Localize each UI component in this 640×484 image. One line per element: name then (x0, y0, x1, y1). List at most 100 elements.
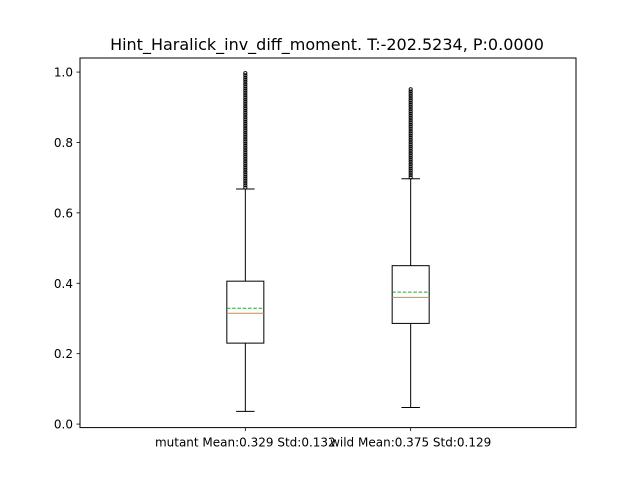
outlier-point (243, 71, 248, 76)
outlier-point (243, 86, 248, 91)
outlier-point (243, 161, 248, 166)
y-tick-label: 0.6 (54, 206, 73, 220)
outlier-point (408, 148, 413, 153)
outlier-point (408, 124, 413, 129)
outlier-point (243, 134, 248, 139)
outlier-point (243, 132, 248, 137)
outlier-point (408, 89, 413, 94)
outlier-point (408, 111, 413, 116)
y-tick-label: 0.2 (54, 347, 73, 361)
outlier-point (243, 167, 248, 172)
outlier-point (408, 146, 413, 151)
y-axis: 0.0 0.2 0.4 0.6 0.8 1.0 (54, 66, 80, 432)
outlier-point (408, 91, 413, 96)
outlier-point (243, 163, 248, 168)
outlier-point (408, 113, 413, 118)
outlier-point (408, 109, 413, 114)
box-iqr (391, 265, 430, 324)
plot-frame (79, 57, 577, 429)
outlier-point (408, 102, 413, 107)
outlier-point (243, 137, 248, 142)
outlier-point (243, 110, 248, 115)
box-group-1 (391, 87, 430, 409)
outlier-point (408, 98, 413, 103)
outlier-point (408, 126, 413, 131)
outlier-point (408, 135, 413, 140)
outlier-point (243, 145, 248, 150)
outlier-point (243, 176, 248, 181)
outlier-point (408, 115, 413, 120)
plot-content (226, 71, 430, 412)
outlier-point (243, 154, 248, 159)
outlier-point (243, 148, 248, 153)
outlier-point (408, 120, 413, 125)
outlier-point (243, 181, 248, 186)
outlier-point (243, 90, 248, 95)
outlier-point (243, 77, 248, 82)
box-iqr (226, 280, 265, 344)
outlier-point (408, 144, 413, 149)
outlier-point (243, 115, 248, 120)
outlier-point (243, 95, 248, 100)
outlier-point (408, 131, 413, 136)
outlier-point (408, 162, 413, 167)
outlier-point (243, 159, 248, 164)
outlier-point (408, 153, 413, 158)
outlier-point (243, 130, 248, 135)
outlier-point (243, 156, 248, 161)
outlier-point (408, 173, 413, 178)
outlier-point (408, 104, 413, 109)
outlier-point (243, 104, 248, 109)
outlier-point (408, 168, 413, 173)
outlier-point (243, 84, 248, 89)
outlier-point (243, 152, 248, 157)
outlier-point (243, 73, 248, 78)
outlier-point (243, 108, 248, 113)
outlier-point (408, 122, 413, 127)
outlier-point (408, 142, 413, 147)
outlier-point (243, 112, 248, 117)
outlier-point (243, 117, 248, 122)
x-tick-label: wild Mean:0.375 Std:0.129 (330, 436, 491, 450)
y-tick-label: 0.8 (54, 136, 73, 150)
outlier-point (408, 164, 413, 169)
outlier-point (408, 159, 413, 164)
outlier-point (243, 126, 248, 131)
outlier-point (408, 100, 413, 105)
outlier-point (408, 170, 413, 175)
outlier-point (243, 82, 248, 87)
outlier-point (243, 88, 248, 93)
outlier-point (243, 101, 248, 106)
outlier-point (408, 129, 413, 134)
chart-title: Hint_Haralick_inv_diff_moment. T:-202.52… (110, 35, 544, 55)
outlier-point (243, 123, 248, 128)
outlier-point (243, 170, 248, 175)
outlier-point (408, 166, 413, 171)
box-group-0 (226, 71, 265, 412)
outlier-point (243, 141, 248, 146)
outlier-point (408, 157, 413, 162)
outlier-point (408, 151, 413, 156)
outlier-point (408, 118, 413, 123)
outlier-point (408, 133, 413, 138)
outlier-point (243, 174, 248, 179)
outlier-point (243, 93, 248, 98)
outlier-point (243, 97, 248, 102)
outlier-point (243, 172, 248, 177)
outlier-point (243, 119, 248, 124)
outlier-point (408, 93, 413, 98)
outlier-point (243, 121, 248, 126)
outlier-point (243, 165, 248, 170)
outlier-point (408, 87, 413, 92)
outlier-point (408, 137, 413, 142)
outlier-point (243, 75, 248, 80)
outlier-point (243, 143, 248, 148)
outlier-point (243, 106, 248, 111)
outlier-point (408, 140, 413, 145)
y-tick-label: 1.0 (54, 66, 73, 80)
outlier-point (243, 99, 248, 104)
outlier-point (408, 155, 413, 160)
outlier-point (243, 139, 248, 144)
